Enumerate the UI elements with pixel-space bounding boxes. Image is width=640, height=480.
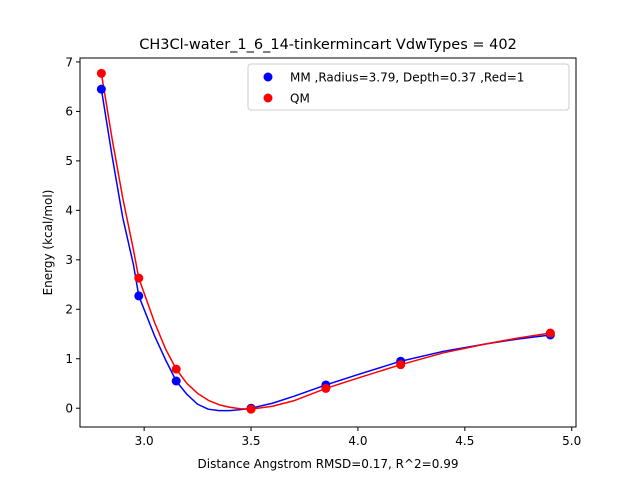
- curves-layer: [100, 73, 551, 412]
- y-tick-label: 5: [65, 154, 73, 168]
- legend-marker-mm: [263, 72, 273, 82]
- y-tick-label: 0: [65, 402, 73, 416]
- y-tick-label: 7: [65, 55, 73, 69]
- legend-box: [247, 63, 570, 111]
- x-tick-label: 3.0: [135, 434, 154, 448]
- data-point-qm: [545, 328, 555, 338]
- chart-title: CH3Cl-water_1_6_14-tinkermincart VdwType…: [139, 37, 517, 53]
- data-point-qm: [246, 404, 256, 414]
- x-tick-label: 5.0: [562, 434, 581, 448]
- y-tick-label: 6: [65, 105, 73, 119]
- x-tick-label: 4.0: [348, 434, 367, 448]
- plot-frame: [79, 57, 577, 428]
- data-point-qm: [134, 273, 144, 283]
- data-point-qm: [321, 383, 331, 393]
- points-layer: [96, 68, 555, 414]
- legend-label-qm: QM: [290, 92, 310, 106]
- x-tick-label: 3.5: [241, 434, 260, 448]
- legend-marker-qm: [263, 93, 273, 103]
- y-tick-label: 3: [65, 253, 73, 267]
- y-tick-label: 4: [65, 204, 73, 218]
- x-tick-label: 4.5: [455, 434, 474, 448]
- data-point-mm: [96, 84, 106, 94]
- x-axis-ticks: 3.0 3.5 4.0 4.5 5.0: [135, 427, 581, 448]
- y-tick-label: 2: [65, 303, 73, 317]
- data-point-qm: [396, 360, 406, 370]
- y-axis-label: Energy (kcal/mol): [41, 190, 55, 296]
- series-line-qm: [100, 73, 551, 410]
- data-point-mm: [134, 291, 144, 301]
- y-tick-label: 1: [65, 352, 73, 366]
- plot-area: [80, 58, 576, 427]
- legend: MM ,Radius=3.79, Depth=0.37 ,Red=1 QM: [247, 63, 570, 111]
- data-point-qm: [171, 364, 181, 374]
- x-axis-label: Distance Angstrom RMSD=0.17, R^2=0.99: [198, 457, 459, 471]
- legend-label-mm: MM ,Radius=3.79, Depth=0.37 ,Red=1: [290, 71, 524, 85]
- data-point-qm: [96, 68, 106, 78]
- data-point-mm: [171, 376, 181, 386]
- y-axis-ticks: 0 1 2 3 4 5 6 7: [65, 55, 80, 416]
- series-line-mm: [100, 89, 551, 412]
